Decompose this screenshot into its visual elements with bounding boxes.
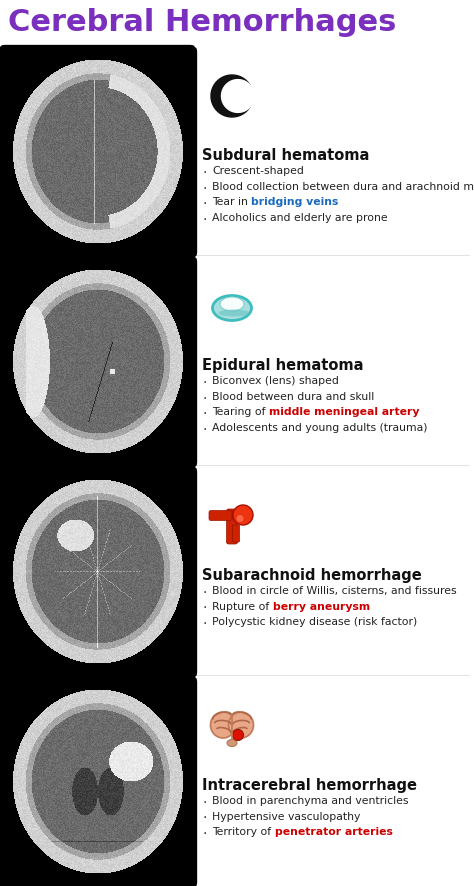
Text: Subdural hematoma: Subdural hematoma <box>202 148 369 163</box>
Circle shape <box>233 505 253 525</box>
Ellipse shape <box>227 740 237 747</box>
FancyBboxPatch shape <box>233 510 250 520</box>
FancyBboxPatch shape <box>2 259 193 465</box>
Text: Intracerebral hemorrhage: Intracerebral hemorrhage <box>202 778 417 793</box>
Text: Adolescents and young adults (trauma): Adolescents and young adults (trauma) <box>212 423 428 432</box>
Ellipse shape <box>210 712 236 738</box>
Circle shape <box>233 729 244 741</box>
Ellipse shape <box>228 712 254 738</box>
Text: ·: · <box>203 827 207 841</box>
FancyBboxPatch shape <box>227 509 237 544</box>
Text: penetrator arteries: penetrator arteries <box>274 827 392 837</box>
Text: ·: · <box>203 796 207 810</box>
Text: ·: · <box>203 617 207 631</box>
Text: ·: · <box>203 602 207 616</box>
Text: ·: · <box>203 423 207 437</box>
Text: Hypertensive vasculopathy: Hypertensive vasculopathy <box>212 812 360 821</box>
Text: ·: · <box>203 392 207 406</box>
Text: Biconvex (lens) shaped: Biconvex (lens) shaped <box>212 376 339 386</box>
Polygon shape <box>211 75 253 117</box>
Text: Blood in circle of Willis, cisterns, and fissures: Blood in circle of Willis, cisterns, and… <box>212 586 456 596</box>
Text: Tearing of: Tearing of <box>212 407 269 417</box>
Text: middle meningeal artery: middle meningeal artery <box>269 407 419 417</box>
Text: Territory of: Territory of <box>212 827 274 837</box>
Text: Blood between dura and skull: Blood between dura and skull <box>212 392 374 401</box>
FancyBboxPatch shape <box>2 469 193 675</box>
Text: Rupture of: Rupture of <box>212 602 273 611</box>
FancyBboxPatch shape <box>233 525 239 542</box>
Text: Polycystic kidney disease (risk factor): Polycystic kidney disease (risk factor) <box>212 617 417 627</box>
Text: Blood collection between dura and arachnoid matter: Blood collection between dura and arachn… <box>212 182 474 191</box>
Text: Blood in parenchyma and ventricles: Blood in parenchyma and ventricles <box>212 796 409 806</box>
Text: Alcoholics and elderly are prone: Alcoholics and elderly are prone <box>212 213 388 222</box>
Ellipse shape <box>212 296 252 321</box>
Polygon shape <box>221 80 254 113</box>
Text: ·: · <box>203 166 207 180</box>
Text: bridging veins: bridging veins <box>251 197 339 207</box>
Text: ·: · <box>203 812 207 826</box>
Text: ·: · <box>203 586 207 600</box>
Text: Cerebral Hemorrhages: Cerebral Hemorrhages <box>8 8 396 37</box>
Text: Crescent-shaped: Crescent-shaped <box>212 166 304 176</box>
Text: Subarachnoid hemorrhage: Subarachnoid hemorrhage <box>202 568 422 583</box>
Text: ·: · <box>203 213 207 227</box>
Circle shape <box>237 515 244 522</box>
Text: ·: · <box>203 376 207 390</box>
Text: ·: · <box>203 182 207 196</box>
Text: ·: · <box>203 407 207 421</box>
FancyBboxPatch shape <box>2 679 193 885</box>
Ellipse shape <box>219 309 249 316</box>
Ellipse shape <box>220 297 244 311</box>
Text: Tear in: Tear in <box>212 197 251 207</box>
Text: Epidural hematoma: Epidural hematoma <box>202 358 364 373</box>
FancyBboxPatch shape <box>2 49 193 255</box>
FancyBboxPatch shape <box>209 510 232 520</box>
Text: ·: · <box>203 197 207 211</box>
Text: berry aneurysm: berry aneurysm <box>273 602 370 611</box>
